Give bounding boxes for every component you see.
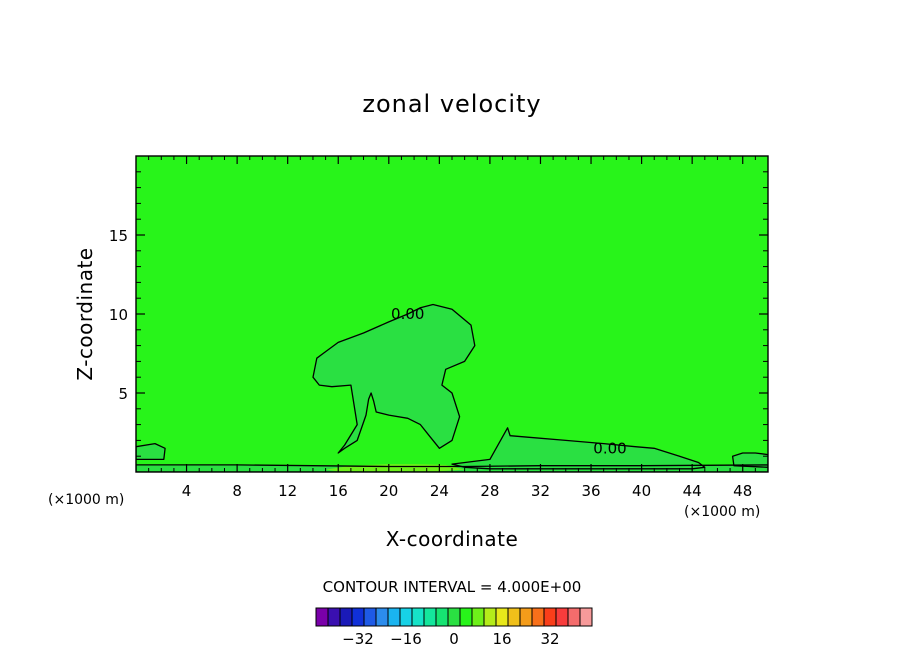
colorbar-swatch [555, 607, 569, 627]
colorbar-swatch [483, 607, 497, 627]
y-axis-ticks: 5 10 15 [109, 171, 768, 457]
colorbar-tick-label: −32 [342, 630, 374, 648]
colorbar-tick-label: 32 [540, 630, 559, 648]
contour-region-1 [452, 427, 705, 469]
contour-labels: 0.00 0.00 [391, 305, 627, 457]
x-axis-label: X-coordinate [386, 527, 519, 551]
colorbar-swatch [579, 607, 593, 627]
x-tick-label: 48 [733, 482, 752, 500]
colorbar-swatch [327, 607, 341, 627]
colorbar-swatch [411, 607, 425, 627]
colorbar-swatch [399, 607, 413, 627]
contour-line-2 [136, 442, 166, 461]
colorbar-swatch [519, 607, 533, 627]
colorbar-swatch [507, 607, 521, 627]
colorbar-swatch [423, 607, 437, 627]
colorbar-tick-label: 16 [492, 630, 511, 648]
contour-region-3 [732, 453, 768, 468]
x-tick-label: 28 [480, 482, 499, 500]
colorbar-tick-label: −16 [390, 630, 422, 648]
colorbar-swatch [339, 607, 353, 627]
x-tick-label: 20 [379, 482, 398, 500]
colorbar-swatch [435, 607, 449, 627]
contour-interval: CONTOUR INTERVAL = 4.000E+00 [323, 578, 582, 596]
y-tick-label: 10 [109, 306, 128, 324]
x-tick-label: 12 [278, 482, 297, 500]
x-unit-right: (×1000 m) [684, 504, 760, 520]
colorbar-tick-label: 0 [449, 630, 459, 648]
colorbar-swatch [447, 607, 461, 627]
colorbar-swatch [387, 607, 401, 627]
contour-label-0: 0.00 [391, 305, 424, 323]
x-tick-label: 36 [581, 482, 600, 500]
y-tick-label: 15 [109, 227, 128, 245]
colorbar-swatch [459, 607, 473, 627]
colorbar-swatch [315, 607, 329, 627]
chart-title: zonal velocity [362, 90, 541, 118]
colorbar-swatch [567, 607, 581, 627]
colorbar-swatch [543, 607, 557, 627]
colorbar-swatch [351, 607, 365, 627]
x-tick-label: 24 [430, 482, 449, 500]
x-unit-left: (×1000 m) [48, 492, 124, 508]
contour-region-0 [313, 304, 475, 453]
contour-line-0 [312, 303, 476, 454]
colorbar [315, 607, 593, 627]
x-tick-label: 4 [182, 482, 192, 500]
colorbar-swatch [363, 607, 377, 627]
colorbar-ticks: −32 −16 0 16 32 [342, 630, 559, 648]
contour-label-1: 0.00 [593, 439, 626, 457]
x-tick-label: 40 [632, 482, 651, 500]
colorbar-swatch [531, 607, 545, 627]
x-axis-ticks: 4 8 12 16 20 24 28 32 36 40 44 48 [148, 156, 756, 500]
colorbar-swatch [471, 607, 485, 627]
contour-field [136, 156, 768, 472]
y-tick-label: 5 [118, 385, 128, 403]
y-axis-label: Z-coordinate [73, 247, 97, 380]
x-tick-label: 32 [531, 482, 550, 500]
colorbar-swatch [495, 607, 509, 627]
colorbar-swatch [375, 607, 389, 627]
contour-region-2 [136, 443, 166, 460]
x-tick-label: 8 [232, 482, 242, 500]
x-tick-label: 16 [329, 482, 348, 500]
x-tick-label: 44 [683, 482, 702, 500]
